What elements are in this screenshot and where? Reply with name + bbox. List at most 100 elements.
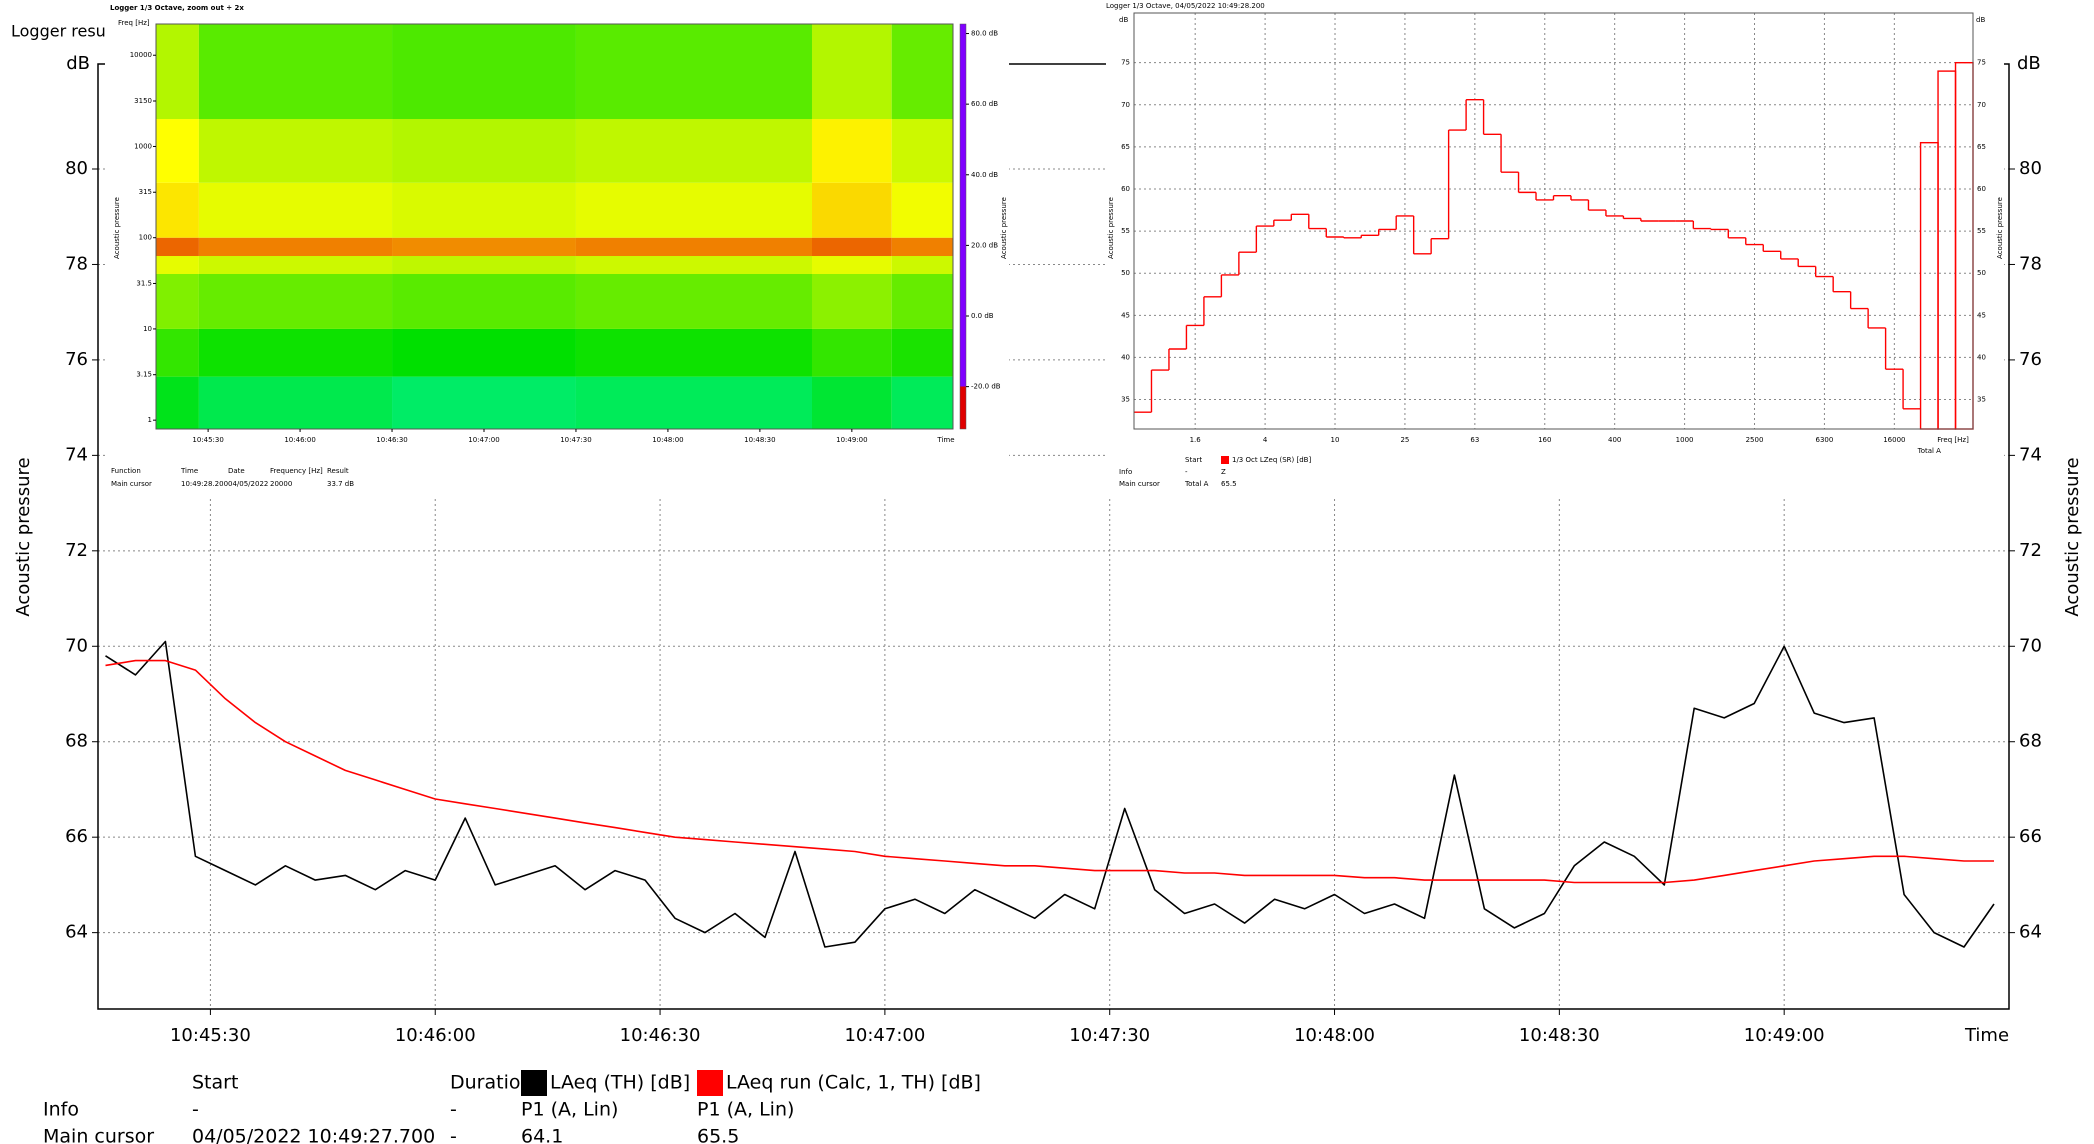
- cursor-cell: 65.5: [1221, 480, 1237, 488]
- x-tick-label: 63: [1470, 436, 1479, 444]
- y-unit: dB: [1119, 16, 1128, 24]
- table-row-label: Info: [43, 1099, 79, 1121]
- heatmap-cell: [891, 256, 953, 275]
- cursor-header: Function: [111, 467, 141, 475]
- y2-unit: dB: [1976, 16, 1985, 24]
- heatmap-cell: [811, 274, 892, 329]
- cursor-cell: Main cursor: [1119, 480, 1160, 488]
- y-unit: dB: [66, 53, 90, 74]
- y-tick-label: 64: [65, 922, 88, 943]
- table-row-label: Main cursor: [43, 1126, 154, 1144]
- heatmap-cell: [575, 24, 812, 120]
- legend-label: LAeq (TH) [dB]: [550, 1072, 690, 1094]
- x-tick-label: 10: [1331, 436, 1340, 444]
- plot-frame: [97, 63, 2010, 1010]
- y2-tick-label: 60: [1977, 185, 1986, 193]
- heatmap-cell: [811, 119, 892, 183]
- x-tick-label: 10:47:30: [560, 436, 591, 444]
- cursor-header: Date: [228, 467, 245, 475]
- spectrum-title: Logger 1/3 Octave, 04/05/2022 10:49:28.2…: [1106, 2, 1265, 10]
- y-tick-label: 75: [1121, 59, 1130, 67]
- y-tick-label: 70: [65, 635, 88, 656]
- cursor-cell: 20000: [270, 480, 292, 488]
- cursor-cell: 04/05/2022: [228, 480, 268, 488]
- cursor-header: Frequency [Hz]: [270, 467, 323, 475]
- x-tick-label: 4: [1263, 436, 1268, 444]
- cursor-cell: Info: [1119, 468, 1132, 476]
- y-tick-label: 78: [65, 253, 88, 274]
- heatmap-cell: [198, 376, 393, 429]
- x-tick-label: 10:47:00: [844, 1025, 925, 1046]
- heatmap-cell: [198, 24, 393, 120]
- heatmap-cell: [811, 376, 892, 429]
- heatmap-cell: [811, 182, 892, 238]
- heatmap-cell: [811, 328, 892, 377]
- cursor-cell: Total A: [1184, 480, 1209, 488]
- cursor-header: Result: [327, 467, 349, 475]
- heatmap-cell: [156, 328, 199, 377]
- y2-tick-label: 70: [2019, 635, 2042, 656]
- x-tick-label: 10:45:30: [170, 1025, 251, 1046]
- heatmap-cell: [811, 24, 892, 120]
- x-axis-label: Time: [1964, 1025, 2009, 1046]
- table-cell: -: [450, 1126, 457, 1144]
- heatmap-cell: [392, 256, 576, 275]
- heatmap-cell: [575, 237, 812, 257]
- x-tick-label: 10:46:30: [620, 1025, 701, 1046]
- legend-swatch: [521, 1070, 547, 1096]
- spectrogram-frame: [155, 23, 954, 430]
- x-tick-label: 10:49:00: [836, 436, 867, 444]
- y2-axis-label: Acoustic pressure: [2062, 457, 2083, 616]
- y-tick-label: 3150: [134, 97, 152, 105]
- series-line: [105, 640, 1995, 948]
- y2-tick-label: 72: [2019, 540, 2042, 561]
- table-header: Start: [192, 1072, 238, 1094]
- y2-tick-label: 75: [1977, 59, 1986, 67]
- x-tick-label: 1.6: [1190, 436, 1202, 444]
- heatmap-cell: [392, 182, 576, 238]
- legend-label: LAeq run (Calc, 1, TH) [dB]: [726, 1072, 981, 1094]
- x-tick-label: 10:48:00: [1294, 1025, 1375, 1046]
- cursor-header: Start: [1185, 456, 1202, 464]
- heatmap-cell: [811, 237, 892, 257]
- y-tick-label: 66: [65, 826, 88, 847]
- x-tick-label: 6300: [1816, 436, 1834, 444]
- colorbar-label: Acoustic pressure: [1000, 197, 1008, 259]
- y2-tick-label: 66: [2019, 826, 2042, 847]
- y-tick-label: 1000: [134, 142, 152, 150]
- heatmap-cell: [392, 119, 576, 183]
- heatmap-cell: [198, 328, 393, 377]
- x-axis-label: Freq [Hz]: [1937, 436, 1969, 444]
- heatmap-cell: [392, 328, 576, 377]
- table-cell: P1 (A, Lin): [521, 1099, 618, 1121]
- y-axis-label: Acoustic pressure: [13, 457, 34, 616]
- y2-tick-label: 76: [2019, 349, 2042, 370]
- colorbar-tick-label: 20.0 dB: [971, 241, 998, 249]
- cursor-header: Time: [180, 467, 198, 475]
- heatmap-cell: [575, 274, 812, 329]
- colorbar-tick-label: 0.0 dB: [971, 312, 994, 320]
- y2-tick-label: 35: [1977, 396, 1986, 404]
- heatmap-cell: [156, 119, 199, 183]
- y2-tick-label: 70: [1977, 101, 1986, 109]
- tab-label[interactable]: Logger results: [11, 22, 125, 41]
- y2-tick-label: 40: [1977, 353, 1986, 361]
- x-tick-label: 10:45:30: [192, 436, 223, 444]
- y-tick-label: 31.5: [136, 279, 152, 287]
- spectrogram-title: Logger 1/3 Octave, zoom out ÷ 2x: [110, 4, 244, 12]
- x-tick-label: 10:46:00: [395, 1025, 476, 1046]
- y-tick-label: 10000: [130, 51, 152, 59]
- heatmap-cell: [891, 24, 953, 120]
- heatmap-cell: [891, 376, 953, 429]
- y-tick-label: 76: [65, 349, 88, 370]
- y-tick-label: 1: [148, 416, 152, 424]
- table-header: Duration: [450, 1072, 533, 1094]
- legend-swatch: [697, 1070, 723, 1096]
- table-cell: 04/05/2022 10:49:27.700: [192, 1126, 435, 1144]
- y2-tick-label: 55: [1977, 227, 1986, 235]
- heatmap-cell: [891, 237, 953, 257]
- x-tick-label: 10:48:00: [652, 436, 683, 444]
- spectrum-panel: [1106, 0, 2004, 497]
- heatmap-cell: [811, 256, 892, 275]
- table-cell: P1 (A, Lin): [697, 1099, 794, 1121]
